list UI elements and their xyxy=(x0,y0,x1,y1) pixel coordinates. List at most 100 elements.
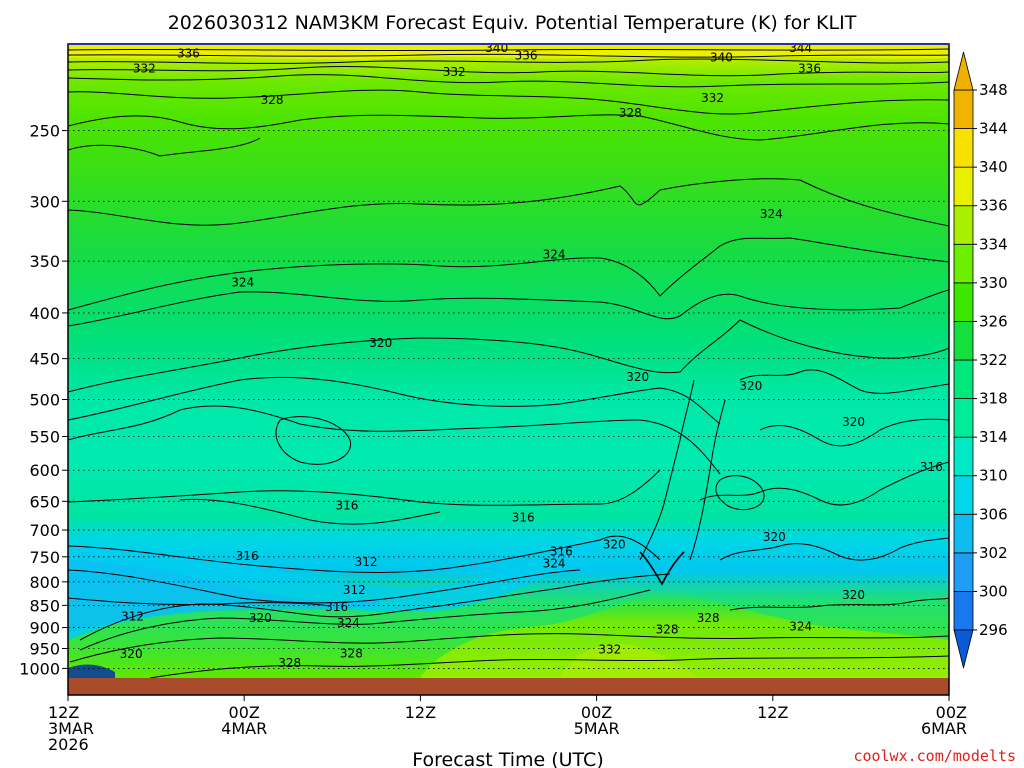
contour-line xyxy=(69,633,949,663)
colorbar: 296 300 302 306 310 314 318 322 326 330 334 336 340 3… xyxy=(953,51,1008,669)
x-tick-label: 00Z xyxy=(936,703,967,722)
contour-label: 328 xyxy=(340,646,363,660)
y-tick-label: 300 xyxy=(29,192,60,211)
colorbar-swatch xyxy=(953,552,974,592)
contour-line xyxy=(68,319,949,393)
contour-label: 328 xyxy=(656,623,679,637)
contour-label: 320 xyxy=(842,415,865,429)
contour-label: 324 xyxy=(231,276,254,290)
y-tick-label: 350 xyxy=(29,252,60,271)
contour-line xyxy=(68,597,331,607)
contour-line xyxy=(639,379,726,561)
colorbar-swatch xyxy=(953,205,974,245)
y-tick-label: 500 xyxy=(29,390,60,409)
contour-label: 344 xyxy=(789,41,812,55)
contour-line xyxy=(68,48,949,52)
contour-label: 316 xyxy=(512,511,535,525)
contour-label: 316 xyxy=(336,498,359,512)
x-tick-label: 3MAR xyxy=(48,719,94,738)
contour-label: 332 xyxy=(598,642,621,656)
contour-label: 328 xyxy=(619,106,642,120)
y-tick-label: 950 xyxy=(29,640,60,659)
y-tick-label: 900 xyxy=(29,619,60,638)
plot-area xyxy=(68,44,949,678)
x-tick-label: 12Z xyxy=(405,703,436,722)
contour-label: 324 xyxy=(543,556,566,570)
lowest-theta-e-band xyxy=(68,560,380,632)
contour-line xyxy=(68,65,949,77)
colorbar-label: 330 xyxy=(979,274,1008,292)
y-tick-label: 800 xyxy=(29,573,60,592)
colorbar-bottom-triangle xyxy=(953,629,974,669)
contour-label: 320 xyxy=(120,647,143,661)
contour-line xyxy=(68,74,949,88)
contour-line xyxy=(68,178,949,227)
y-tick-label: 400 xyxy=(29,304,60,323)
contour-line xyxy=(68,114,949,141)
contour-label: 320 xyxy=(369,336,392,350)
colorbar-label: 296 xyxy=(979,621,1008,639)
contour-label: 332 xyxy=(133,61,156,75)
contour-line xyxy=(149,655,949,678)
y-tick-label: 750 xyxy=(29,548,60,567)
contour-line xyxy=(699,461,949,506)
contour-line xyxy=(68,53,949,58)
contour-label: 320 xyxy=(763,530,786,544)
colorbar-swatch xyxy=(953,436,974,477)
contour-line xyxy=(68,569,581,604)
colorbar-swatch xyxy=(953,166,974,207)
contour-label: 320 xyxy=(249,611,272,625)
colorbar-label: 344 xyxy=(979,120,1008,138)
colorbar-label: 348 xyxy=(979,81,1008,99)
contour-label: 328 xyxy=(261,93,284,107)
contour-line xyxy=(639,551,685,586)
contour-line xyxy=(719,537,949,561)
colorbar-top-triangle xyxy=(953,51,974,91)
contour-line xyxy=(68,405,721,475)
colorbar-swatch xyxy=(953,591,974,631)
colorbar-label: 340 xyxy=(979,158,1008,176)
contour-line xyxy=(179,498,441,525)
contour-label: 316 xyxy=(325,600,348,614)
y-tick-label: 650 xyxy=(29,492,60,511)
contour-label: 320 xyxy=(603,538,626,552)
contour-line xyxy=(759,418,949,447)
contour-line xyxy=(68,89,949,115)
contour-line xyxy=(68,58,949,64)
contour-line xyxy=(68,376,721,425)
x-tick-label: 4MAR xyxy=(221,719,267,738)
contour-line xyxy=(68,237,949,311)
y-tick-label: 1000 xyxy=(19,659,60,678)
colorbar-swatch xyxy=(953,128,974,168)
contour-label: 320 xyxy=(842,588,865,602)
contour-label: 316 xyxy=(236,549,259,563)
warm-boundary-layer xyxy=(420,590,949,678)
ground-surface xyxy=(68,678,949,695)
warm-pocket xyxy=(560,644,700,678)
colorbar-label: 306 xyxy=(979,505,1008,523)
credit-text: coolwx.com/modelts xyxy=(853,747,1016,765)
contour-label: 324 xyxy=(337,616,360,630)
contour-line xyxy=(68,535,661,573)
contour-line xyxy=(68,469,661,506)
contour-label: 328 xyxy=(278,656,301,670)
cold-pool xyxy=(68,664,115,678)
colorbar-swatch xyxy=(953,89,974,129)
contour-label: 316 xyxy=(920,460,943,474)
colorbar-label: 314 xyxy=(979,428,1008,446)
contour-line xyxy=(68,137,261,157)
y-axis: 250 300 350 400 450 500 550 600 650 700 750 800 850 9… xyxy=(19,122,68,678)
colorbar-label: 334 xyxy=(979,235,1008,253)
contour-lines xyxy=(68,48,949,678)
contour-label: 320 xyxy=(739,379,762,393)
contour-label: 340 xyxy=(710,50,733,64)
colorbar-label: 318 xyxy=(979,390,1008,408)
colorbar-label: 336 xyxy=(979,197,1008,215)
colorbar-swatch xyxy=(953,359,974,399)
x-tick-label: 6MAR xyxy=(921,719,967,738)
colorbar-label: 322 xyxy=(979,351,1008,369)
y-tick-label: 600 xyxy=(29,461,60,480)
